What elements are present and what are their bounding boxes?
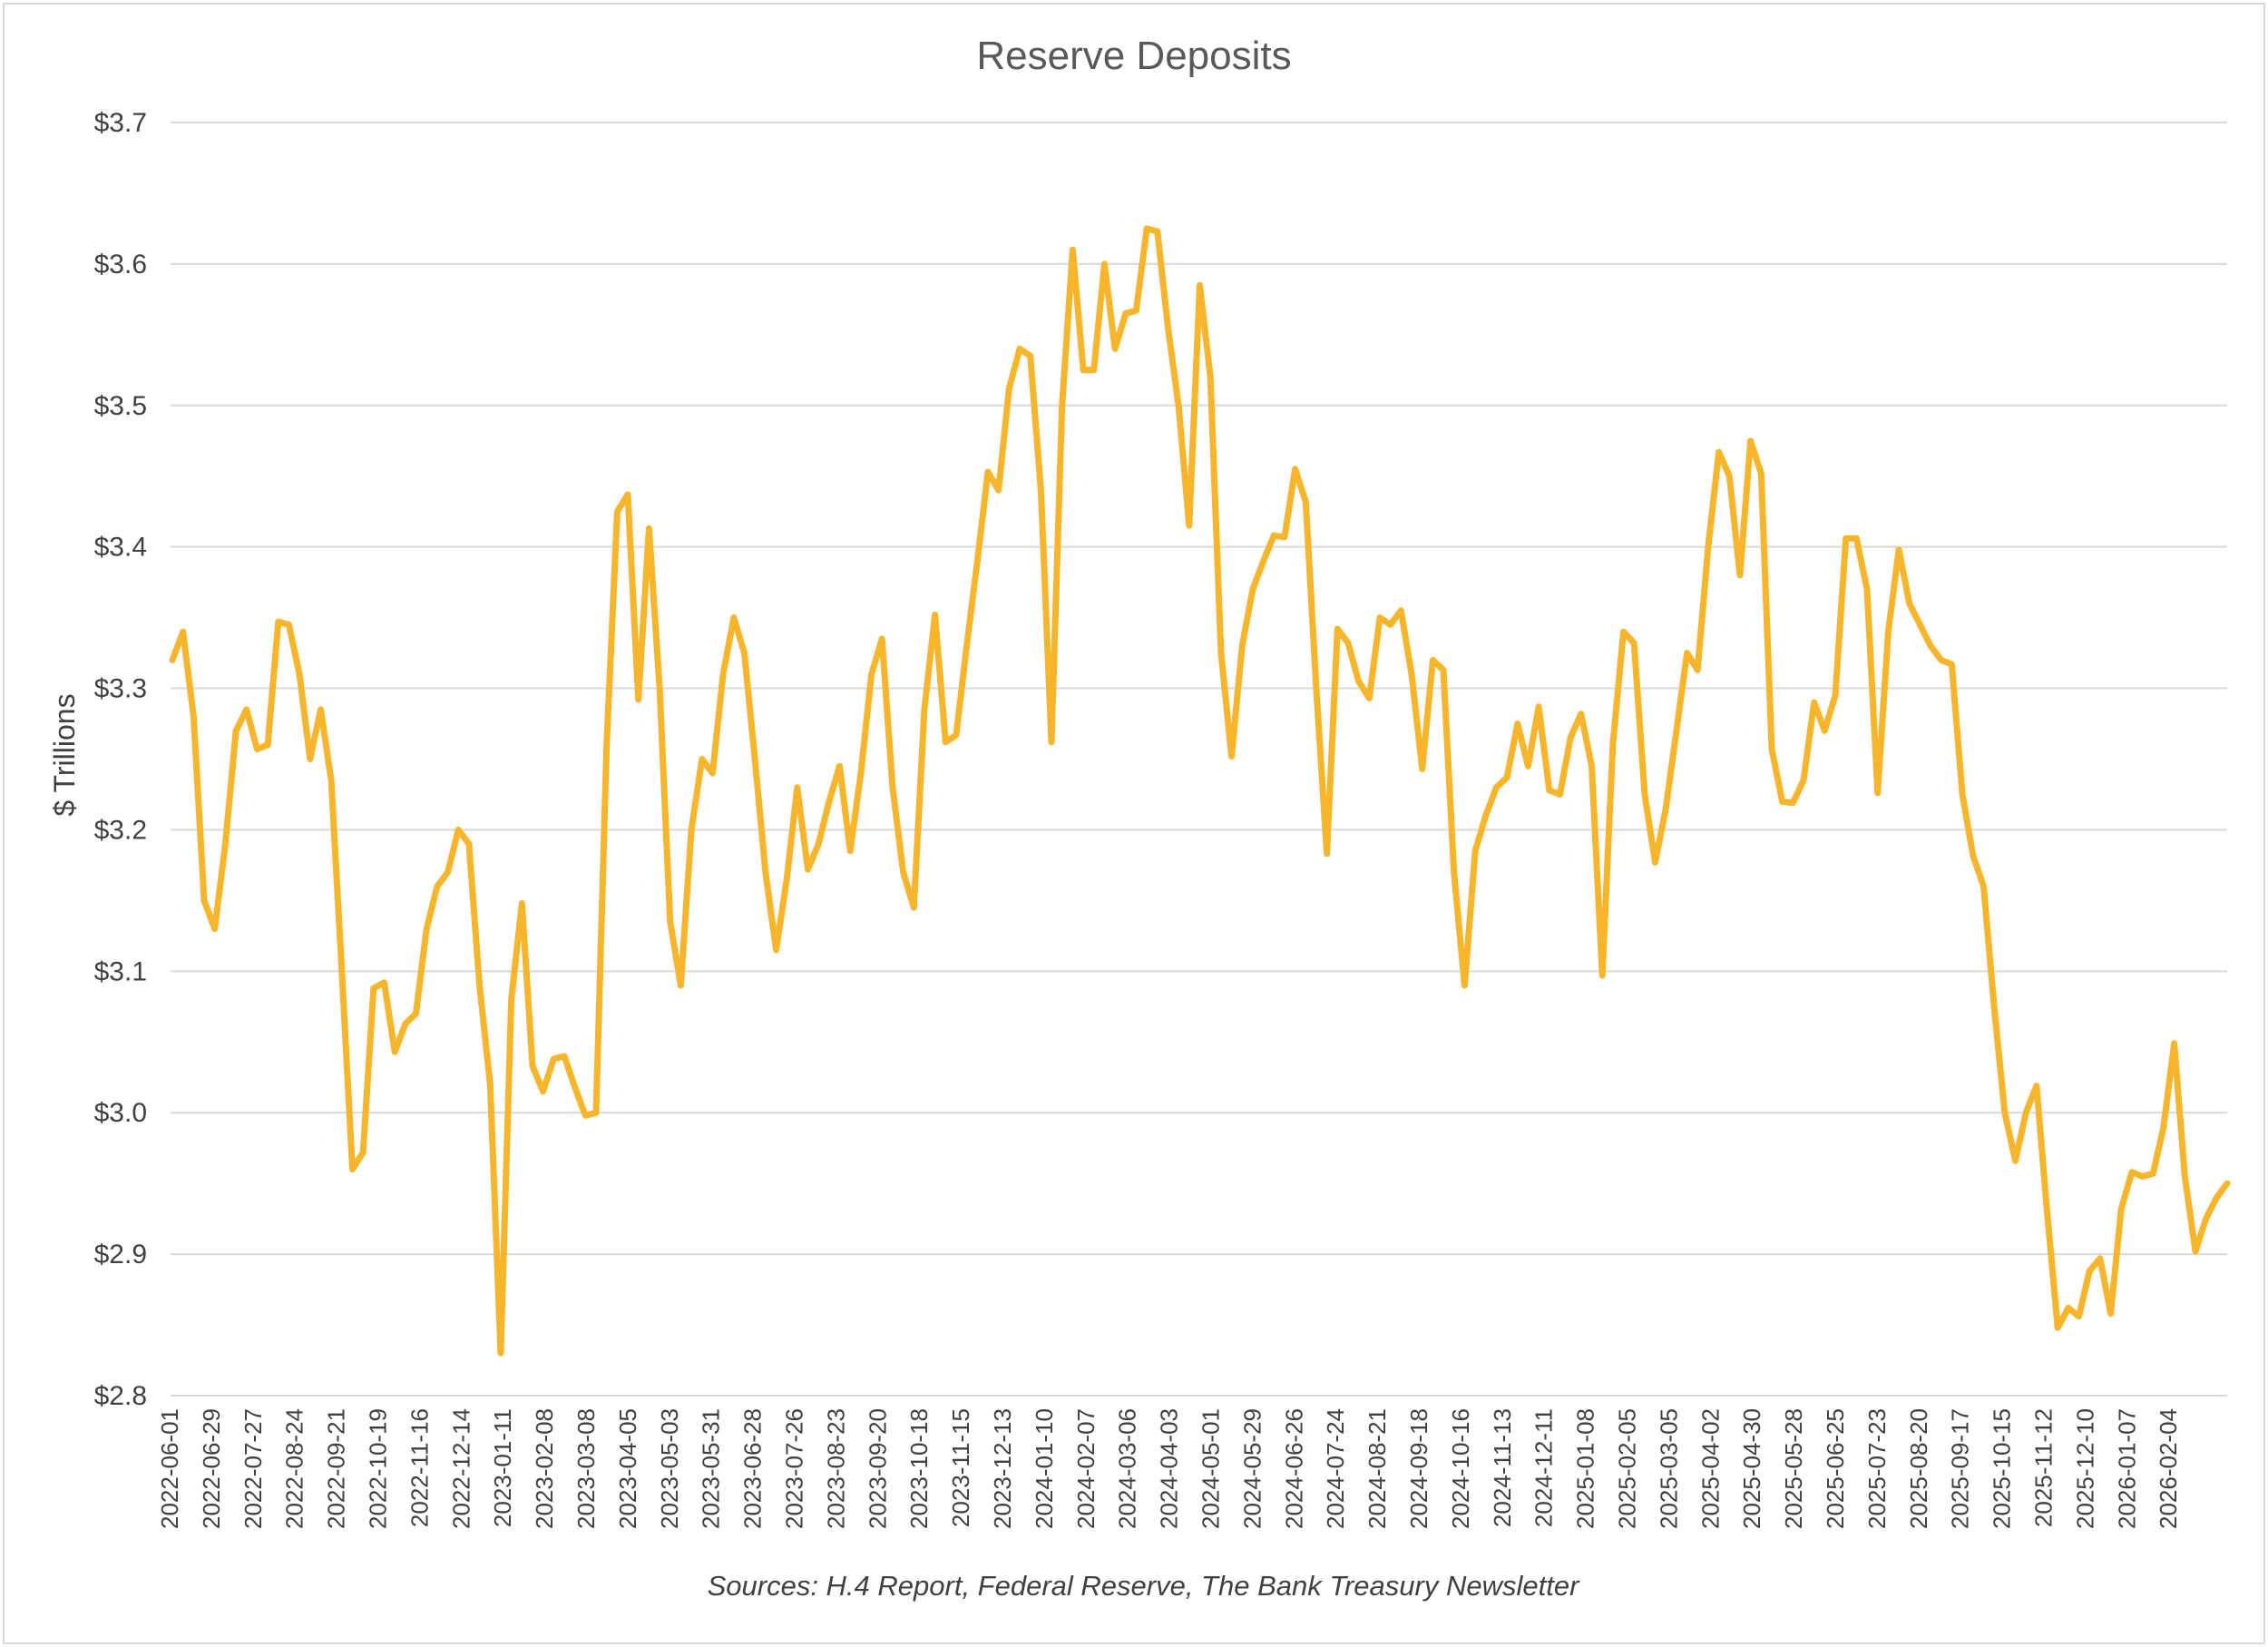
x-tick-label: 2025-04-30 — [1738, 1408, 1765, 1529]
x-tick-label: 2025-09-17 — [1947, 1408, 1974, 1529]
y-axis-ticks: $2.8 $2.9 $3.0 $3.1 $3.2 $3.3 $3.4 $3.5 $3.6 $3.7 — [94, 108, 147, 1411]
x-tick-label: 2023-10-18 — [905, 1408, 933, 1529]
x-tick-label: 2024-06-26 — [1280, 1408, 1307, 1529]
x-tick-label: 2023-03-08 — [572, 1408, 600, 1529]
x-tick-label: 2023-09-20 — [864, 1408, 891, 1529]
x-tick-label: 2024-11-13 — [1489, 1408, 1516, 1527]
y-tick-label: $2.8 — [94, 1381, 147, 1411]
x-tick-label: 2025-02-05 — [1614, 1408, 1641, 1529]
x-tick-label: 2024-01-10 — [1031, 1408, 1058, 1529]
x-tick-label: 2022-09-21 — [323, 1408, 350, 1529]
x-tick-label: 2023-04-05 — [614, 1408, 641, 1529]
x-tick-label: 2022-12-14 — [447, 1408, 474, 1529]
y-tick-label: $3.5 — [94, 391, 147, 421]
y-tick-label: $3.6 — [94, 250, 147, 279]
y-tick-label: $3.7 — [94, 108, 147, 138]
x-tick-label: 2024-12-11 — [1530, 1408, 1558, 1527]
series-line — [169, 225, 2231, 1357]
x-tick-label: 2023-12-13 — [989, 1408, 1016, 1529]
y-tick-label: $2.9 — [94, 1240, 147, 1270]
chart-frame — [3, 3, 2265, 1644]
x-tick-label: 2024-10-16 — [1447, 1408, 1474, 1529]
x-tick-label: 2023-05-03 — [656, 1408, 683, 1529]
x-tick-label: 2022-08-24 — [281, 1408, 308, 1529]
y-tick-label: $3.0 — [94, 1098, 147, 1128]
x-tick-label: 2024-05-01 — [1198, 1408, 1225, 1529]
x-tick-label: 2023-02-08 — [531, 1408, 558, 1529]
x-tick-label: 2023-07-26 — [781, 1408, 808, 1529]
x-tick-label: 2023-01-11 — [489, 1408, 516, 1527]
x-tick-label: 2024-03-06 — [1114, 1408, 1141, 1529]
x-tick-label: 2024-09-18 — [1405, 1408, 1432, 1529]
x-tick-label: 2023-06-28 — [739, 1408, 767, 1529]
x-tick-label: 2024-07-24 — [1322, 1408, 1349, 1529]
x-tick-label: 2022-06-29 — [198, 1408, 225, 1529]
x-tick-label: 2025-08-20 — [1905, 1408, 1932, 1529]
x-tick-label: 2024-02-07 — [1072, 1408, 1100, 1529]
y-tick-label: $3.3 — [94, 674, 147, 704]
x-tick-label: 2025-01-08 — [1572, 1408, 1599, 1529]
y-axis-label: $ Trillions — [48, 693, 81, 816]
x-tick-label: 2024-04-03 — [1156, 1408, 1183, 1529]
x-tick-label: 2026-02-04 — [2155, 1408, 2182, 1529]
x-tick-label: 2025-07-23 — [1863, 1408, 1891, 1529]
y-tick-label: $3.1 — [94, 956, 147, 986]
x-tick-label: 2025-11-12 — [2030, 1408, 2058, 1527]
x-axis-ticks: 2022-06-01 2022-06-29 2022-07-27 2022-08-24… — [156, 1408, 2182, 1529]
y-tick-label: $3.4 — [94, 533, 147, 563]
source-note: Sources: H.4 Report, Federal Reserve, Th… — [708, 1570, 1580, 1602]
x-tick-label: 2022-06-01 — [156, 1408, 183, 1529]
x-tick-label: 2025-04-02 — [1696, 1408, 1724, 1529]
y-tick-label: $3.2 — [94, 815, 147, 845]
x-tick-label: 2025-03-05 — [1655, 1408, 1682, 1529]
x-tick-label: 2023-08-23 — [822, 1408, 849, 1529]
x-tick-label: 2023-05-31 — [698, 1408, 725, 1529]
x-tick-label: 2025-05-28 — [1780, 1408, 1807, 1529]
chart-title: Reserve Deposits — [976, 34, 1291, 78]
x-tick-label: 2022-07-27 — [240, 1408, 267, 1529]
x-tick-label: 2026-01-07 — [2113, 1408, 2140, 1529]
x-tick-label: 2025-10-15 — [1989, 1408, 2016, 1529]
x-tick-label: 2024-08-21 — [1364, 1408, 1391, 1529]
x-tick-label: 2023-11-15 — [947, 1408, 974, 1527]
x-tick-label: 2025-12-10 — [2071, 1408, 2098, 1529]
series-group — [169, 225, 2231, 1357]
x-tick-label: 2022-10-19 — [365, 1408, 392, 1529]
x-tick-label: 2024-05-29 — [1238, 1408, 1266, 1529]
x-tick-label: 2022-11-16 — [406, 1408, 433, 1527]
x-tick-label: 2025-06-25 — [1822, 1408, 1849, 1529]
